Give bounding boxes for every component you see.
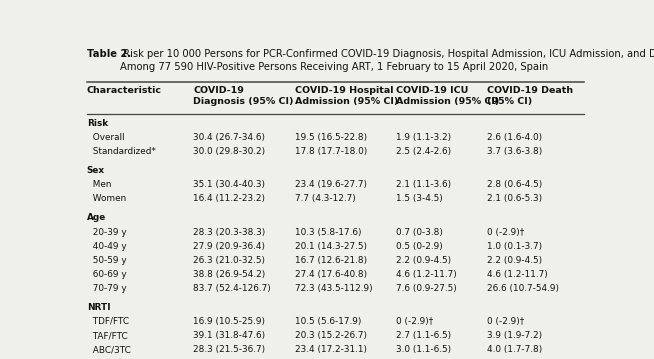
Text: 38.8 (26.9-54.2): 38.8 (26.9-54.2) bbox=[194, 270, 266, 279]
Text: 26.3 (21.0-32.5): 26.3 (21.0-32.5) bbox=[194, 256, 266, 265]
Text: 2.1 (1.1-3.6): 2.1 (1.1-3.6) bbox=[396, 180, 451, 190]
Text: 0.7 (0-3.8): 0.7 (0-3.8) bbox=[396, 228, 443, 237]
Text: Overall: Overall bbox=[87, 133, 124, 142]
Text: Women: Women bbox=[87, 195, 126, 204]
Text: 1.9 (1.1-3.2): 1.9 (1.1-3.2) bbox=[396, 133, 451, 142]
Text: 10.5 (5.6-17.9): 10.5 (5.6-17.9) bbox=[294, 317, 361, 326]
Text: 2.1 (0.6-5.3): 2.1 (0.6-5.3) bbox=[487, 195, 542, 204]
Text: 20.3 (15.2-26.7): 20.3 (15.2-26.7) bbox=[294, 331, 367, 340]
Text: 70-79 y: 70-79 y bbox=[87, 284, 126, 293]
Text: 2.2 (0.9-4.5): 2.2 (0.9-4.5) bbox=[487, 256, 542, 265]
Text: 27.9 (20.9-36.4): 27.9 (20.9-36.4) bbox=[194, 242, 266, 251]
Text: 17.8 (17.7-18.0): 17.8 (17.7-18.0) bbox=[294, 147, 367, 156]
Text: 7.7 (4.3-12.7): 7.7 (4.3-12.7) bbox=[294, 195, 355, 204]
Text: 19.5 (16.5-22.8): 19.5 (16.5-22.8) bbox=[294, 133, 367, 142]
Text: Characteristic: Characteristic bbox=[87, 86, 162, 95]
Text: 0.5 (0-2.9): 0.5 (0-2.9) bbox=[396, 242, 443, 251]
Text: 40-49 y: 40-49 y bbox=[87, 242, 126, 251]
Text: 28.3 (21.5-36.7): 28.3 (21.5-36.7) bbox=[194, 345, 266, 354]
Text: 16.7 (12.6-21.8): 16.7 (12.6-21.8) bbox=[294, 256, 367, 265]
Text: 30.0 (29.8-30.2): 30.0 (29.8-30.2) bbox=[194, 147, 266, 156]
Text: TAF/FTC: TAF/FTC bbox=[87, 331, 128, 340]
Text: 39.1 (31.8-47.6): 39.1 (31.8-47.6) bbox=[194, 331, 266, 340]
Text: 4.6 (1.2-11.7): 4.6 (1.2-11.7) bbox=[487, 270, 548, 279]
Text: Risk per 10 000 Persons for PCR-Confirmed COVID-19 Diagnosis, Hospital Admission: Risk per 10 000 Persons for PCR-Confirme… bbox=[120, 49, 654, 72]
Text: 2.5 (2.4-2.6): 2.5 (2.4-2.6) bbox=[396, 147, 451, 156]
Text: 23.4 (17.2-31.1): 23.4 (17.2-31.1) bbox=[294, 345, 367, 354]
Text: COVID-19 ICU
Admission (95% CI): COVID-19 ICU Admission (95% CI) bbox=[396, 86, 500, 106]
Text: 20.1 (14.3-27.5): 20.1 (14.3-27.5) bbox=[294, 242, 367, 251]
Text: 60-69 y: 60-69 y bbox=[87, 270, 126, 279]
Text: 72.3 (43.5-112.9): 72.3 (43.5-112.9) bbox=[294, 284, 372, 293]
Text: 3.7 (3.6-3.8): 3.7 (3.6-3.8) bbox=[487, 147, 542, 156]
Text: Table 2.: Table 2. bbox=[87, 49, 131, 59]
Text: TDF/FTC: TDF/FTC bbox=[87, 317, 129, 326]
Text: 26.6 (10.7-54.9): 26.6 (10.7-54.9) bbox=[487, 284, 559, 293]
Text: 2.2 (0.9-4.5): 2.2 (0.9-4.5) bbox=[396, 256, 451, 265]
Text: 27.4 (17.6-40.8): 27.4 (17.6-40.8) bbox=[294, 270, 367, 279]
Text: 35.1 (30.4-40.3): 35.1 (30.4-40.3) bbox=[194, 180, 266, 190]
Text: 3.9 (1.9-7.2): 3.9 (1.9-7.2) bbox=[487, 331, 542, 340]
Text: Men: Men bbox=[87, 180, 111, 190]
Text: ABC/3TC: ABC/3TC bbox=[87, 345, 131, 354]
Text: COVID-19
Diagnosis (95% CI): COVID-19 Diagnosis (95% CI) bbox=[194, 86, 294, 106]
Text: 3.0 (1.1-6.5): 3.0 (1.1-6.5) bbox=[396, 345, 451, 354]
Text: 4.0 (1.7-7.8): 4.0 (1.7-7.8) bbox=[487, 345, 542, 354]
Text: Standardized*: Standardized* bbox=[87, 147, 156, 156]
Text: 2.8 (0.6-4.5): 2.8 (0.6-4.5) bbox=[487, 180, 542, 190]
Text: 23.4 (19.6-27.7): 23.4 (19.6-27.7) bbox=[294, 180, 367, 190]
Text: 0 (-2.9)†: 0 (-2.9)† bbox=[487, 228, 525, 237]
Text: 10.3 (5.8-17.6): 10.3 (5.8-17.6) bbox=[294, 228, 361, 237]
Text: NRTI: NRTI bbox=[87, 303, 111, 312]
Text: 7.6 (0.9-27.5): 7.6 (0.9-27.5) bbox=[396, 284, 456, 293]
Text: COVID-19 Death
(95% CI): COVID-19 Death (95% CI) bbox=[487, 86, 574, 106]
Text: COVID-19 Hospital
Admission (95% CI): COVID-19 Hospital Admission (95% CI) bbox=[294, 86, 398, 106]
Text: 4.6 (1.2-11.7): 4.6 (1.2-11.7) bbox=[396, 270, 456, 279]
Text: Risk: Risk bbox=[87, 119, 108, 128]
Text: 16.4 (11.2-23.2): 16.4 (11.2-23.2) bbox=[194, 195, 266, 204]
Text: 16.9 (10.5-25.9): 16.9 (10.5-25.9) bbox=[194, 317, 266, 326]
Text: 30.4 (26.7-34.6): 30.4 (26.7-34.6) bbox=[194, 133, 266, 142]
Text: 83.7 (52.4-126.7): 83.7 (52.4-126.7) bbox=[194, 284, 271, 293]
Text: 1.0 (0.1-3.7): 1.0 (0.1-3.7) bbox=[487, 242, 542, 251]
Text: Sex: Sex bbox=[87, 166, 105, 175]
Text: 1.5 (3-4.5): 1.5 (3-4.5) bbox=[396, 195, 443, 204]
Text: 20-39 y: 20-39 y bbox=[87, 228, 126, 237]
Text: 2.6 (1.6-4.0): 2.6 (1.6-4.0) bbox=[487, 133, 542, 142]
Text: 50-59 y: 50-59 y bbox=[87, 256, 126, 265]
Text: Age: Age bbox=[87, 214, 106, 223]
Text: 2.7 (1.1-6.5): 2.7 (1.1-6.5) bbox=[396, 331, 451, 340]
Text: 0 (-2.9)†: 0 (-2.9)† bbox=[487, 317, 525, 326]
Text: 28.3 (20.3-38.3): 28.3 (20.3-38.3) bbox=[194, 228, 266, 237]
Text: 0 (-2.9)†: 0 (-2.9)† bbox=[396, 317, 433, 326]
